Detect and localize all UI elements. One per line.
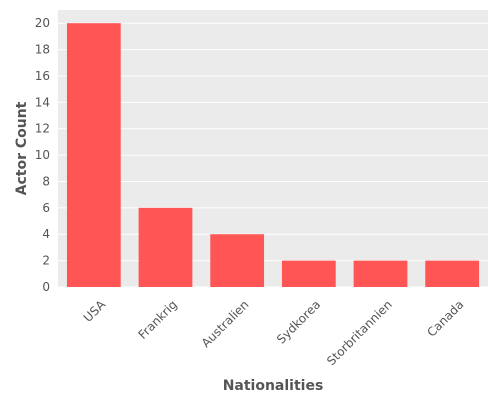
y-tick-label: 14: [35, 95, 50, 109]
y-tick-label: 0: [42, 280, 50, 294]
y-tick-label: 18: [35, 43, 50, 57]
plot-background: [58, 10, 488, 287]
y-tick-label: 10: [35, 148, 50, 162]
bar-storbritannien: [353, 260, 408, 287]
x-tick-labels: USA Frankrig Australien Sydkorea Storbritann…: [81, 297, 467, 368]
bar-usa: [66, 23, 121, 287]
y-tick-label: 2: [42, 254, 50, 268]
x-tick-label: Canada: [424, 297, 466, 339]
bar-sydkorea: [281, 260, 336, 287]
y-tick-label: 6: [42, 201, 50, 215]
x-tick-label: Sydkorea: [274, 297, 323, 346]
grid-lines: [58, 22, 488, 288]
y-axis-title: Actor Count: [14, 101, 30, 195]
bar-australien: [210, 234, 265, 287]
bars: [66, 23, 480, 287]
bar-canada: [425, 260, 480, 287]
x-tick-label: Australien: [199, 297, 252, 350]
y-tick-label: 16: [35, 69, 50, 83]
x-tick-label: USA: [81, 297, 109, 325]
bar-frankrig: [138, 207, 193, 287]
x-tick-label: Frankrig: [135, 297, 179, 341]
y-tick-label: 4: [42, 227, 50, 241]
x-axis-title: Nationalities: [223, 378, 324, 394]
y-tick-label: 12: [35, 122, 50, 136]
x-tick-label: Storbritannien: [324, 297, 395, 368]
y-tick-labels: 0 2 4 6 8 10 12 14 16 18 20: [35, 16, 50, 294]
y-tick-label: 20: [35, 16, 50, 30]
y-tick-label: 8: [42, 174, 50, 188]
